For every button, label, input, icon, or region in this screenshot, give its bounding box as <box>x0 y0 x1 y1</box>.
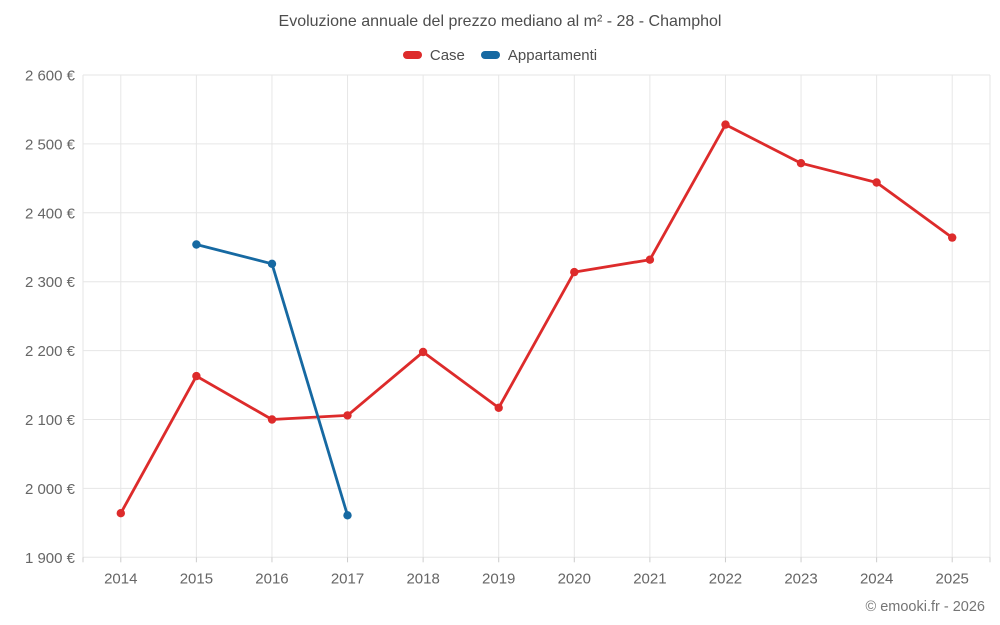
appartamenti-marker-2015[interactable] <box>192 240 201 249</box>
x-tick-label: 2021 <box>633 570 666 587</box>
case-marker-2021[interactable] <box>645 255 655 264</box>
attribution: © emooki.fr - 2026 <box>865 599 985 615</box>
y-tick-label: 2 300 € <box>25 274 76 291</box>
x-tick-label: 2018 <box>406 570 439 587</box>
legend: Case Appartamenti <box>0 44 1000 66</box>
x-tick-label: 2020 <box>558 570 591 587</box>
x-tick-label: 2016 <box>255 570 288 587</box>
appartamenti-legend-swatch <box>480 51 500 59</box>
appartamenti-marker-2017[interactable] <box>343 511 352 520</box>
legend-label-case: Case <box>429 46 465 64</box>
y-tick-label: 2 100 € <box>25 412 76 429</box>
case-marker-2020[interactable] <box>570 267 579 277</box>
case-marker-2016[interactable] <box>267 415 277 424</box>
case-marker-2014[interactable] <box>116 509 126 518</box>
legend-item-case[interactable]: Case <box>402 46 465 64</box>
case-marker-2019[interactable] <box>494 403 503 412</box>
case-line <box>119 123 954 515</box>
x-tick-label: 2017 <box>331 570 364 587</box>
case-marker-2015[interactable] <box>192 371 201 381</box>
y-tick-label: 2 500 € <box>25 136 76 153</box>
x-tick-label: 2022 <box>709 570 742 587</box>
y-tick-label: 2 000 € <box>25 481 76 498</box>
appartamenti-marker-2016[interactable] <box>267 259 277 268</box>
x-tick-label: 2019 <box>482 570 515 587</box>
case-legend-swatch <box>402 51 422 59</box>
case-marker-2024[interactable] <box>872 178 881 187</box>
x-tick-label: 2023 <box>784 570 817 587</box>
y-tick-label: 2 400 € <box>25 205 76 222</box>
y-tick-label: 1 900 € <box>25 550 76 567</box>
x-tick-label: 2025 <box>936 570 969 587</box>
case-marker-2018[interactable] <box>418 347 428 357</box>
y-tick-label: 2 200 € <box>25 343 76 360</box>
case-marker-2023[interactable] <box>796 159 806 168</box>
legend-label-appartamenti: Appartamenti <box>507 46 598 64</box>
chart-title: Evoluzione annuale del prezzo mediano al… <box>278 13 722 30</box>
case-marker-2022[interactable] <box>721 120 730 129</box>
legend-item-appartamenti[interactable]: Appartamenti <box>480 46 598 64</box>
y-tick-label: 2 600 € <box>25 68 76 85</box>
x-tick-label: 2024 <box>860 570 893 587</box>
case-marker-2017[interactable] <box>343 411 352 420</box>
case-marker-2025[interactable] <box>948 233 957 242</box>
x-tick-label: 2014 <box>104 570 137 587</box>
x-tick-label: 2015 <box>180 570 213 587</box>
